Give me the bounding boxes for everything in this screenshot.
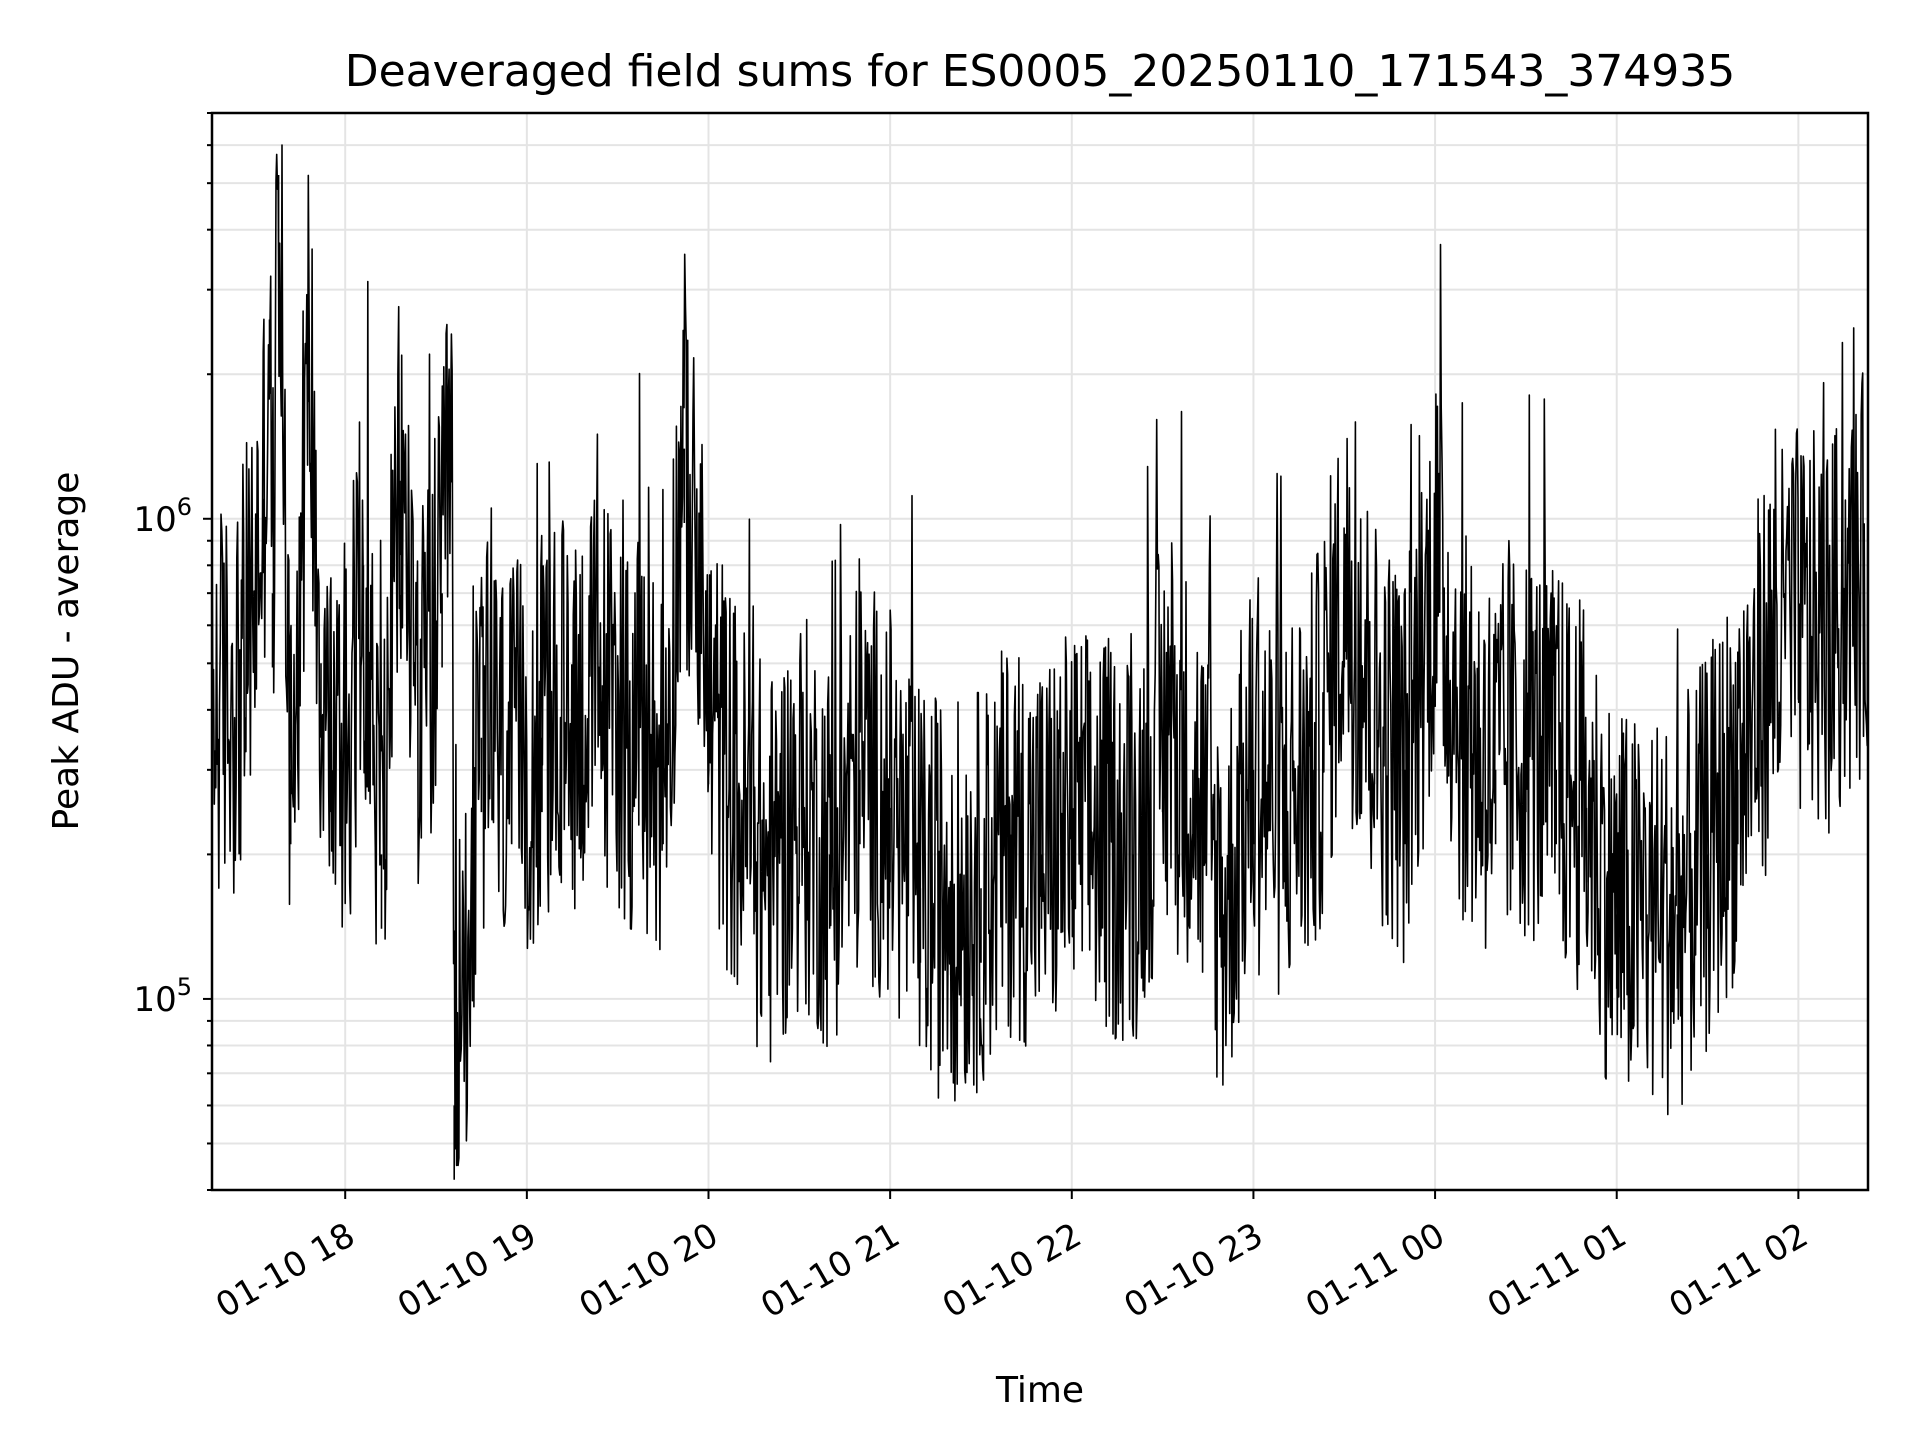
chart-title: Deaveraged field sums for ES0005_2025011… [345, 46, 1736, 97]
y-axis-label: Peak ADU - average [46, 472, 87, 831]
major-gridlines [212, 113, 1868, 1190]
data-series-line [211, 144, 1869, 1180]
plot-area-frame [210, 111, 1870, 1192]
x-axis-label: Time [995, 1370, 1084, 1411]
